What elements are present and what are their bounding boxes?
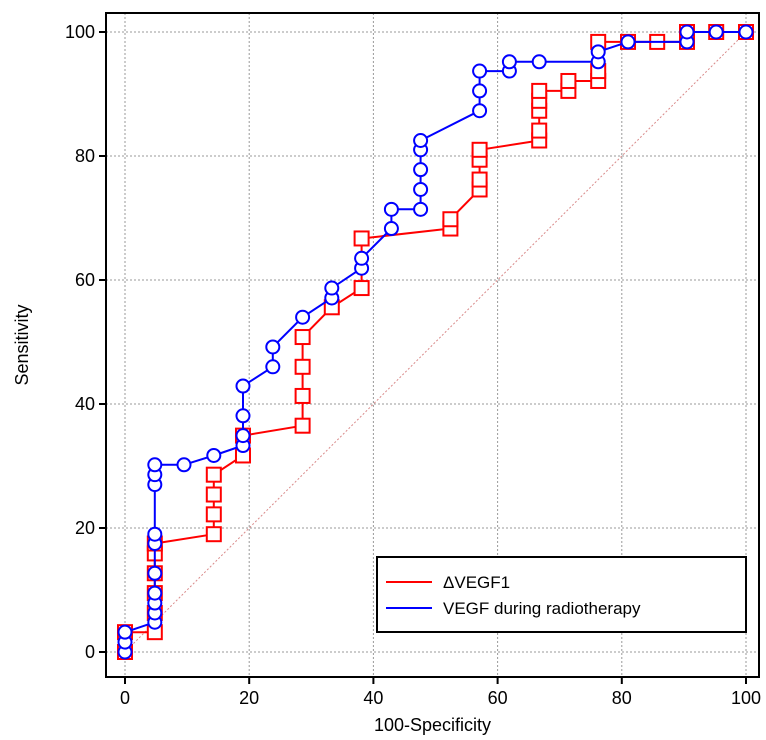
data-point [295, 309, 311, 325]
data-point [294, 329, 311, 346]
data-point [413, 162, 429, 178]
data-point [117, 624, 133, 640]
x-tick-label: 80 [612, 688, 632, 708]
data-point [383, 221, 399, 237]
data-point [531, 122, 548, 139]
data-point [235, 378, 251, 394]
data-point [354, 250, 370, 266]
x-tick-label: 60 [488, 688, 508, 708]
y-tick-label: 0 [85, 642, 95, 662]
data-point [235, 428, 251, 444]
legend-label-vegf-during-radiotherapy: VEGF during radiotherapy [443, 599, 641, 618]
data-point [147, 457, 163, 473]
y-tick-label: 20 [75, 518, 95, 538]
data-point [265, 339, 281, 355]
data-point [708, 24, 724, 40]
series-layer [117, 24, 754, 660]
legend: ΔVEGF1 VEGF during radiotherapy [376, 556, 747, 633]
legend-box [376, 556, 747, 633]
plot-frame [105, 12, 760, 678]
data-point [472, 83, 488, 99]
y-axis-title: Sensitivity [12, 304, 32, 385]
data-point [413, 181, 429, 197]
data-point [413, 201, 429, 217]
data-point [206, 447, 222, 463]
data-point [442, 211, 459, 228]
data-point [620, 34, 636, 50]
tick-layer: 0 20 40 60 80 100 0 20 40 60 80 100 [65, 22, 761, 708]
series-vegf-during-radiotherapy [117, 24, 754, 660]
data-point [531, 82, 548, 99]
y-tick-label: 40 [75, 394, 95, 414]
data-point [294, 358, 311, 375]
data-point [205, 506, 222, 523]
x-axis-title: 100-Specificity [374, 715, 491, 735]
y-tick-label: 80 [75, 146, 95, 166]
data-point [176, 457, 192, 473]
data-point [471, 171, 488, 188]
x-tick-label: 100 [731, 688, 761, 708]
data-point [353, 280, 370, 297]
data-point [294, 417, 311, 434]
y-tick-label: 100 [65, 22, 95, 42]
data-point [501, 54, 517, 70]
y-tick-label: 60 [75, 270, 95, 290]
data-point [205, 486, 222, 503]
data-point [265, 359, 281, 375]
data-point [147, 565, 163, 581]
x-tick-label: 40 [363, 688, 383, 708]
data-point [353, 230, 370, 247]
data-point [147, 526, 163, 542]
data-point [472, 63, 488, 79]
data-point [147, 585, 163, 601]
data-point [235, 408, 251, 424]
x-tick-label: 20 [239, 688, 259, 708]
data-point [413, 133, 429, 148]
data-point [205, 526, 222, 543]
legend-label-dvegf1: ΔVEGF1 [443, 573, 510, 592]
data-point [471, 141, 488, 158]
data-point [383, 201, 399, 217]
x-tick-label: 0 [120, 688, 130, 708]
data-point [531, 54, 547, 70]
data-point [679, 24, 695, 40]
data-point [294, 387, 311, 404]
data-point [324, 280, 340, 296]
data-point [590, 44, 606, 60]
data-point [560, 72, 577, 89]
data-point [205, 466, 222, 483]
data-point [472, 103, 488, 119]
data-point [738, 24, 754, 40]
